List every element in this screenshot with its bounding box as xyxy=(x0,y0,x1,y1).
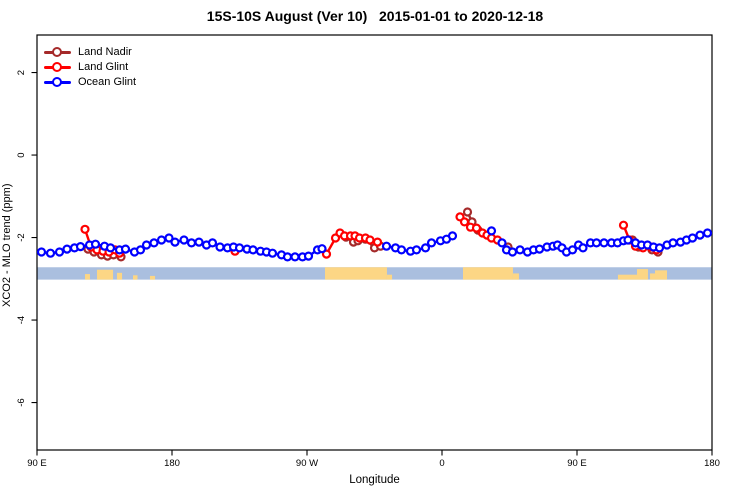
data-point xyxy=(105,243,116,253)
data-point xyxy=(599,238,609,248)
data-point xyxy=(141,240,152,250)
data-point xyxy=(36,247,47,257)
data-point xyxy=(234,243,245,253)
legend-row-ocean-glint: Ocean Glint xyxy=(44,75,136,90)
land-speckle xyxy=(655,270,667,280)
series-land-glint xyxy=(80,212,662,259)
data-point xyxy=(515,245,525,255)
legend-row-land-nadir: Land Nadir xyxy=(44,45,136,60)
x-axis-title: Longitude xyxy=(349,474,400,486)
data-point xyxy=(459,217,470,227)
data-point xyxy=(75,242,86,252)
data-point xyxy=(186,238,197,248)
data-point xyxy=(381,241,392,251)
y-tick-label: -2 xyxy=(16,233,27,241)
data-point xyxy=(207,238,218,248)
data-point xyxy=(420,243,431,253)
data-point xyxy=(618,220,629,230)
y-tick-label: 0 xyxy=(16,152,27,157)
data-point xyxy=(248,245,258,255)
land-speckle xyxy=(85,274,90,280)
data-point xyxy=(687,233,698,243)
plot-border xyxy=(36,34,713,451)
data-point xyxy=(471,223,482,233)
data-point xyxy=(372,237,383,247)
y-tick-label: 2 xyxy=(16,70,27,75)
data-point xyxy=(164,233,174,243)
y-tick-label: -4 xyxy=(16,316,27,324)
data-point xyxy=(447,231,458,241)
land-patch xyxy=(325,267,387,280)
data-point xyxy=(267,248,278,258)
legend-label: Land Nadir xyxy=(78,46,132,58)
ocean-glint-marker-icon xyxy=(44,76,71,89)
land-nadir-marker-icon xyxy=(44,46,71,59)
land-speckle xyxy=(386,274,393,280)
data-point xyxy=(135,245,146,255)
data-point xyxy=(62,244,72,254)
data-point xyxy=(45,248,56,258)
data-point xyxy=(170,237,180,247)
data-point xyxy=(668,238,678,248)
x-tick-label: 90 E xyxy=(27,458,47,469)
data-point xyxy=(290,252,300,262)
data-point xyxy=(365,235,375,245)
data-point xyxy=(411,245,422,255)
data-point xyxy=(179,235,189,245)
x-tick-label: 90 W xyxy=(296,458,318,469)
x-tick-label: 90 E xyxy=(567,458,587,469)
chart-title: 15S-10S August (Ver 10) 2015-01-01 to 20… xyxy=(206,8,544,24)
land-glint-marker-icon xyxy=(44,61,71,74)
data-point xyxy=(497,238,507,248)
x-tick-label: 180 xyxy=(704,458,720,469)
land-speckle xyxy=(133,275,138,280)
land-patch xyxy=(463,267,513,280)
geo-band xyxy=(37,267,712,280)
land-speckle xyxy=(650,273,655,280)
legend-label: Land Glint xyxy=(78,61,129,73)
data-point xyxy=(534,244,545,254)
data-point xyxy=(90,239,101,249)
data-point xyxy=(396,245,407,255)
land-speckle xyxy=(116,272,123,280)
y-axis: 2 0 -2 -4 -6 xyxy=(16,70,37,407)
data-point xyxy=(591,238,602,248)
data-point xyxy=(623,235,633,245)
data-point xyxy=(80,224,90,234)
x-axis: 90 E 180 90 W 0 90 E 180 xyxy=(27,450,720,469)
data-point xyxy=(567,245,578,255)
data-point xyxy=(120,244,131,254)
legend: Land Nadir Land Glint Ocean Glint xyxy=(44,45,136,90)
data-point xyxy=(486,226,497,236)
data-point xyxy=(507,247,518,257)
data-point xyxy=(578,243,588,253)
data-point xyxy=(654,243,665,253)
data-point xyxy=(282,252,293,262)
land-speckle xyxy=(97,269,114,280)
land-speckle xyxy=(617,274,637,280)
data-point xyxy=(702,228,713,238)
data-point xyxy=(156,235,167,245)
data-point xyxy=(426,238,437,248)
data-point xyxy=(215,242,225,252)
land-speckle xyxy=(512,273,519,280)
series-ocean-glint xyxy=(36,226,713,262)
x-tick-label: 0 xyxy=(439,458,444,469)
data-point xyxy=(317,244,327,254)
data-point xyxy=(303,251,314,261)
land-speckle xyxy=(149,275,156,280)
legend-label: Ocean Glint xyxy=(78,76,137,88)
data-point xyxy=(462,207,473,217)
land-speckle xyxy=(637,269,648,280)
data-point xyxy=(149,238,159,248)
data-point xyxy=(194,237,204,247)
y-tick-label: -6 xyxy=(16,398,27,406)
data-point xyxy=(695,230,705,240)
legend-row-land-glint: Land Glint xyxy=(44,60,136,75)
x-tick-label: 180 xyxy=(164,458,180,469)
data-point xyxy=(54,247,65,257)
